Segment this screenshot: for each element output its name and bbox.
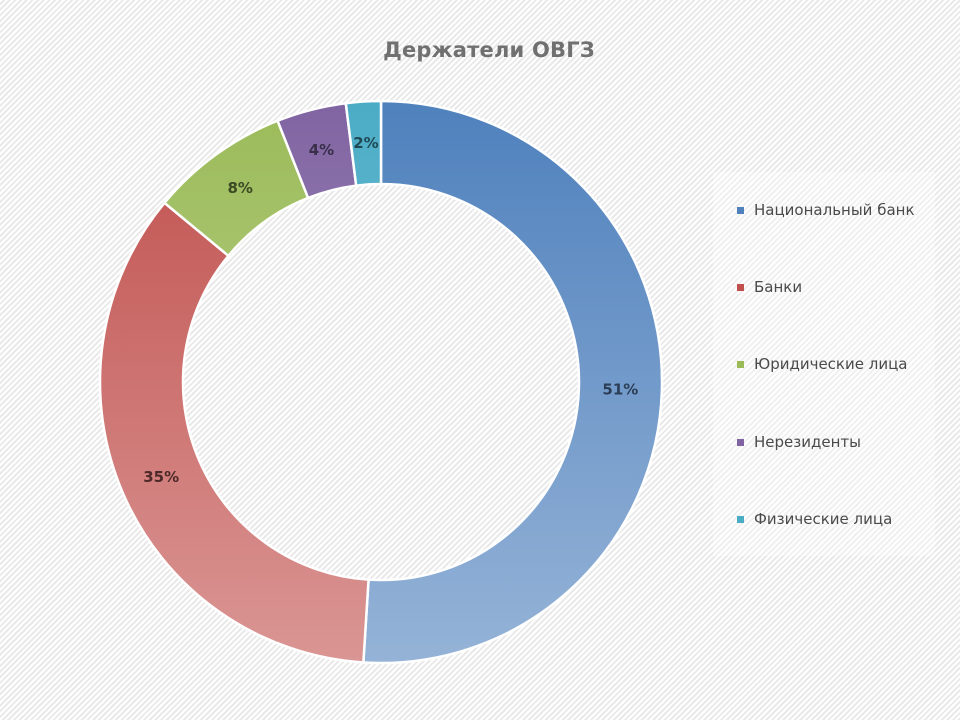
data-label-legal-entities: 8% [227,179,252,197]
data-label-banks: 35% [143,468,179,486]
legend-item-individuals[interactable]: Физические лица [737,510,892,528]
data-label-individuals: 2% [353,134,378,152]
legend-swatch [737,360,744,368]
legend-label: Нерезиденты [754,433,861,451]
donut-slice-banks[interactable] [98,201,370,664]
legend-label: Банки [754,278,803,296]
legend-swatch [737,438,744,446]
legend-label: Юридические лица [754,355,908,373]
donut-slices [98,99,664,665]
legend-swatch [737,206,744,214]
donut-slice-national-bank[interactable] [362,99,664,665]
donut-slice-individuals[interactable] [344,99,383,187]
data-label-national-bank: 51% [602,381,638,399]
data-label-nonresidents: 4% [309,141,334,159]
chart-title: Держатели ОВГЗ [383,38,595,62]
legend-label: Национальный банк [754,201,915,219]
legend-item-nonresidents[interactable]: Нерезиденты [737,433,861,451]
legend-item-national-bank[interactable]: Национальный банк [737,201,915,219]
legend-swatch [737,283,744,291]
legend-swatch [737,515,744,523]
chart-legend: Национальный банк Банки Юридические лица… [713,172,935,556]
legend-item-legal-entities[interactable]: Юридические лица [737,355,907,373]
legend-item-banks[interactable]: Банки [737,278,802,296]
data-labels: 51% 35% 8% 4% 2% [143,134,638,486]
legend-label: Физические лица [754,510,893,528]
